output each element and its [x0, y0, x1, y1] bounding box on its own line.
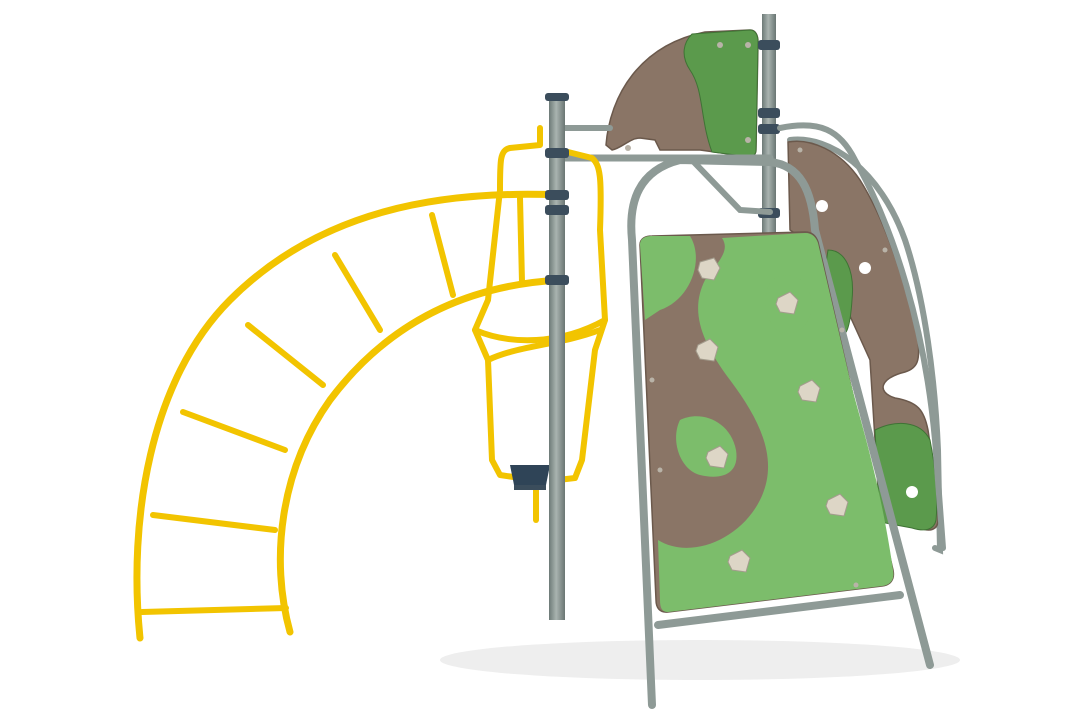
climbing-hold	[775, 291, 799, 315]
climbing-wall-frame	[627, 156, 934, 709]
ground-shadow	[440, 640, 960, 680]
climbing-hold	[697, 257, 721, 281]
climbing-hold	[727, 549, 751, 573]
left-steel-post	[545, 93, 569, 620]
climbing-hold	[695, 338, 719, 362]
swing-seat	[510, 465, 550, 490]
right-steel-post	[758, 14, 780, 244]
climbing-hold	[797, 379, 821, 403]
hanging-swing-frame	[472, 125, 608, 523]
curved-side-rail	[777, 122, 946, 551]
climbing-hold	[705, 445, 729, 469]
climbing-hold	[825, 493, 849, 517]
climbing-wall-panel	[639, 231, 895, 613]
arched-horizontal-ladder	[133, 190, 564, 642]
top-roof-panel	[605, 29, 759, 158]
climbing-holds	[695, 257, 849, 573]
